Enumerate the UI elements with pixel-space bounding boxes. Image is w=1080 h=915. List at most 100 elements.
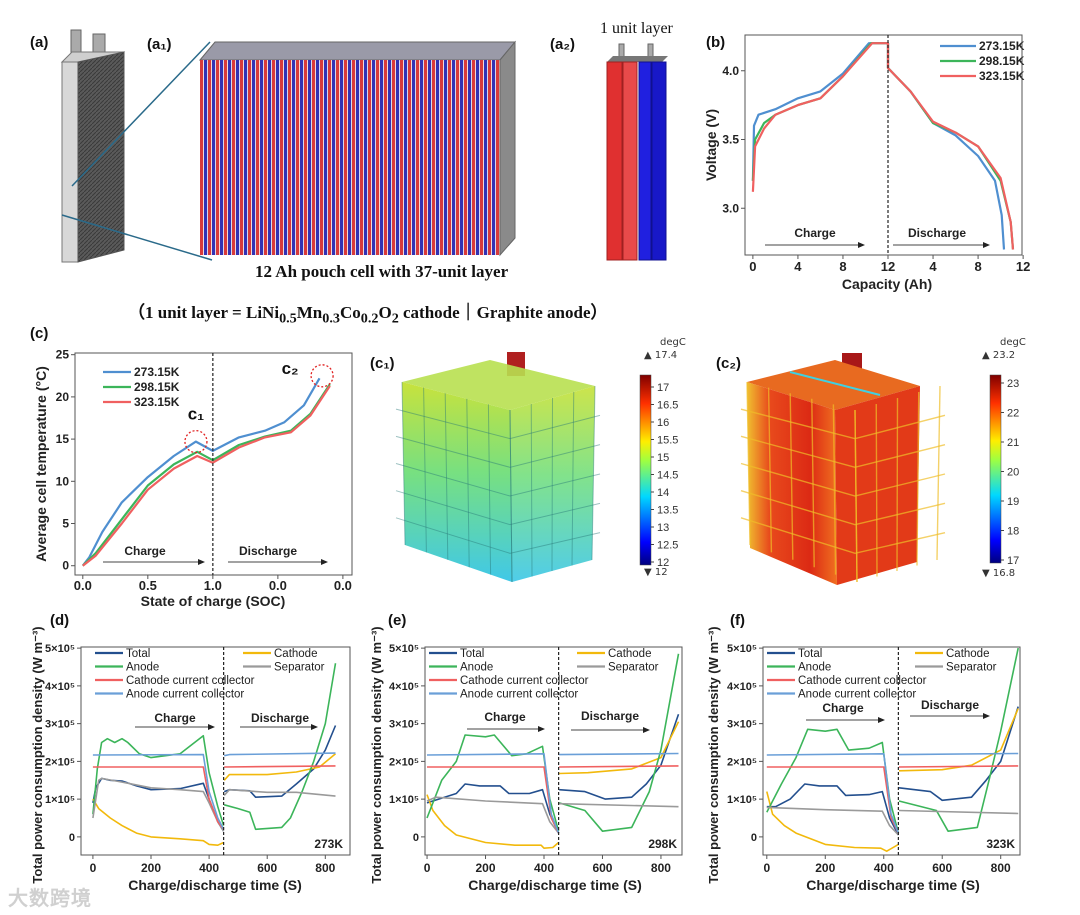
y-tick-label: 0 [751, 832, 757, 844]
charge-label: Charge [484, 710, 526, 724]
x-tick-label: 0.0 [269, 578, 287, 593]
colorbar-tick-label: 19 [1007, 496, 1019, 508]
vertical-plate [551, 397, 553, 572]
cool-strip [789, 371, 881, 396]
horizontal-fin [740, 408, 946, 440]
x-tick-label: 4 [794, 259, 802, 274]
horizontal-fin [395, 490, 601, 526]
x-tick-label: 8 [839, 259, 846, 274]
series-line-anode-current-collector [766, 752, 1019, 834]
y-tick-label: 4.0 [722, 64, 739, 78]
vertical-plate [401, 381, 406, 546]
colorbar-tick-label: 23 [1007, 378, 1019, 390]
y-tick-label: 3.5 [722, 133, 739, 147]
legend-label: Anode [798, 662, 831, 674]
legend-label: Separator [608, 662, 659, 674]
x-axis-title: Charge/discharge time (S) [128, 877, 302, 893]
colorbar-tick-label: 15.5 [657, 435, 678, 447]
series-line-298-15k [751, 42, 1015, 250]
pouch-front-face [77, 51, 125, 263]
anode-layer [638, 61, 652, 261]
legend-label: 298.15K [979, 54, 1025, 68]
y-tick-label: 3×10⁵ [45, 719, 75, 731]
y-tick-label: 20 [56, 390, 70, 404]
legend-label: Anode [126, 662, 159, 674]
y-tick-label: 4×10⁵ [45, 681, 75, 693]
composition-open: （1 unit layer = [128, 303, 246, 322]
pouch-side-face [61, 61, 79, 263]
y-tick-label: 0 [62, 559, 69, 573]
x-tick-label: 600 [257, 861, 277, 875]
discharge-arrow-head [643, 727, 650, 733]
x-tick-label: 0 [90, 861, 97, 875]
vertical-plate [746, 381, 751, 546]
y-tick-label: 5×10⁵ [389, 643, 419, 655]
x-tick-label: 200 [476, 861, 496, 875]
formula-mn: Mn [296, 303, 323, 322]
y-tick-label: 0 [413, 832, 419, 844]
colorbar-c1-max: ▲ 17.4 [644, 350, 678, 361]
series-line-cathode-current-collector [92, 765, 336, 830]
block-top-face [402, 360, 595, 410]
x-tick-label: 200 [141, 861, 161, 875]
highlight-circle [310, 364, 334, 388]
series-line-separator [766, 806, 1019, 836]
charge-arrow-head [538, 726, 545, 732]
x-axis-title: Charge/discharge time (S) [806, 877, 980, 893]
x-tick-label: 600 [932, 861, 952, 875]
formula-sub-co: 0.2 [360, 310, 379, 327]
leader-line-bottom [61, 214, 213, 261]
series-line-total [426, 713, 680, 834]
formula-sub-ni: 0.5 [279, 310, 297, 327]
series-line-anode-current-collector [92, 752, 336, 830]
anode-current-collector-layer [651, 61, 667, 261]
legend-label: 273.15K [134, 365, 180, 379]
x-tick-label: 8 [974, 259, 981, 274]
x-axis-title: Capacity (Ah) [842, 276, 932, 292]
horizontal-fin [740, 462, 946, 497]
colorbar-tick-label: 21 [1007, 437, 1019, 449]
temperature-label: 298K [648, 837, 677, 851]
y-axis-title: Average cell temperature (°C) [33, 366, 49, 562]
colorbar-tick-label: 22 [1007, 408, 1019, 420]
x-tick-label: 200 [815, 861, 835, 875]
series-line-total [766, 706, 1019, 836]
legend-label: 323.15K [979, 69, 1025, 83]
temperature-field-c1 [395, 352, 601, 583]
y-tick-label: 5 [62, 517, 69, 531]
y-tick-label: 2×10⁵ [389, 756, 419, 768]
horizontal-fin [740, 435, 946, 469]
plot-frame [762, 646, 1021, 856]
colorbar-c2-min: ▼ 16.8 [982, 568, 1016, 579]
legend-label: Anode [460, 662, 493, 674]
stack-top-face [198, 41, 517, 61]
y-tick-label: 1×10⁵ [389, 794, 419, 806]
temperature-label: 273K [314, 837, 343, 851]
series-line-anode [92, 663, 337, 831]
leader-line-top [71, 41, 211, 187]
panel-label-c2: (c₂) [716, 355, 741, 372]
legend-label: 273.15K [979, 39, 1025, 53]
colorbar-tick-label: 15 [657, 452, 669, 464]
legend-label: Cathode current collector [126, 675, 255, 687]
legend-label: Cathode [608, 648, 651, 660]
unit-layer-label: 1 unit layer [600, 20, 673, 37]
x-tick-label: 400 [874, 861, 894, 875]
legend-label: Total [126, 648, 150, 660]
formula-sub-mn: 0.3 [322, 310, 340, 327]
x-tick-label: 0 [763, 861, 770, 875]
discharge-label: Discharge [921, 698, 979, 712]
colorbar-c1-gradient [639, 374, 652, 566]
colorbar-tick-label: 13.5 [657, 505, 678, 517]
x-tick-label: 0.0 [74, 578, 92, 593]
y-axis-title: Total power consumption density (W m⁻³) [369, 626, 384, 883]
y-tick-label: 3.0 [722, 201, 739, 215]
x-tick-label: 12 [881, 259, 895, 274]
legend-label: Total [460, 648, 484, 660]
x-tick-label: 800 [651, 861, 671, 875]
vertical-plate [487, 404, 492, 575]
horizontal-fin [395, 463, 601, 497]
x-tick-label: 4 [929, 259, 937, 274]
charge-label: Charge [794, 226, 836, 240]
